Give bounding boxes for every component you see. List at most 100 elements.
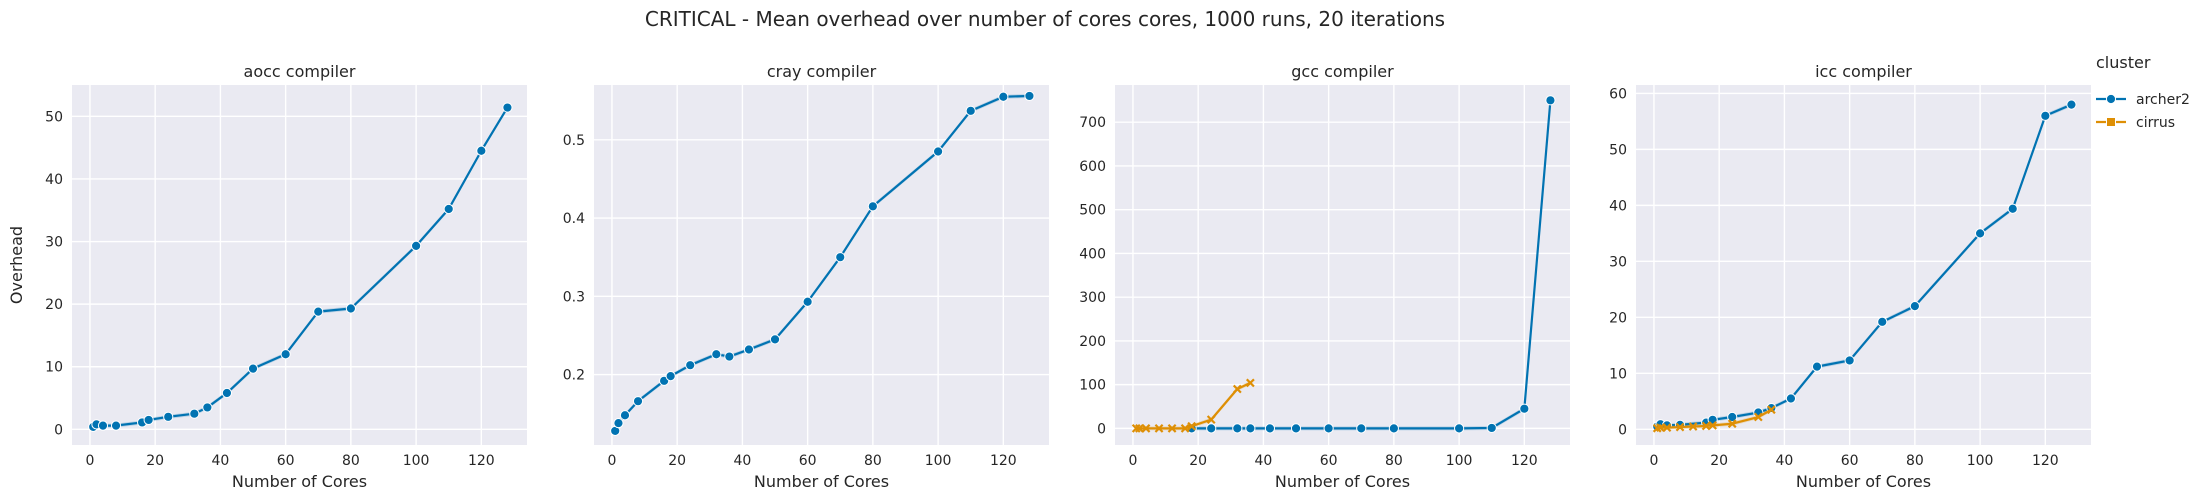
series-cirrus bbox=[1652, 405, 1776, 433]
x-tick-label: 80 bbox=[864, 453, 882, 469]
x-tick-label: 120 bbox=[2032, 453, 2059, 469]
data-point bbox=[1167, 424, 1177, 433]
series-archer2 bbox=[610, 90, 1035, 437]
x-tick-label: 100 bbox=[925, 453, 952, 469]
data-point bbox=[1245, 423, 1256, 434]
data-point bbox=[411, 240, 422, 252]
x-tick-label: 40 bbox=[1775, 453, 1793, 469]
data-point bbox=[619, 410, 631, 421]
data-point bbox=[965, 105, 976, 116]
data-point bbox=[1486, 422, 1497, 434]
y-tick-label: 40 bbox=[1609, 198, 1627, 214]
data-point bbox=[1024, 90, 1035, 102]
data-point bbox=[632, 396, 644, 407]
data-point bbox=[998, 91, 1009, 102]
data-point bbox=[802, 296, 813, 307]
data-point bbox=[2007, 203, 2018, 214]
plot-area bbox=[594, 85, 1049, 445]
y-tick-label: 300 bbox=[1079, 290, 1106, 306]
data-point bbox=[1708, 421, 1718, 430]
series-archer2 bbox=[88, 102, 513, 432]
y-tick-label: 0.3 bbox=[563, 289, 585, 305]
data-point bbox=[1662, 423, 1672, 433]
panel-3: 0 20 40 60 80 100 120 0 10 20 30 40 50 60 icc compiler… bbox=[1609, 62, 2091, 491]
data-point bbox=[163, 411, 174, 422]
data-point bbox=[1232, 384, 1242, 394]
x-tick-label: 0 bbox=[1649, 453, 1658, 469]
data-point bbox=[313, 306, 324, 317]
data-point bbox=[1232, 423, 1243, 434]
y-axis-label: Overhead bbox=[7, 226, 26, 304]
x-tick-label: 60 bbox=[277, 453, 295, 469]
data-point bbox=[613, 417, 624, 429]
x-tick-label: 100 bbox=[403, 453, 430, 469]
panel-2: 0 20 40 60 80 100 120 0 100 200 300 400 500 600 700 gcc… bbox=[1079, 62, 1570, 491]
panel-1: 0 20 40 60 80 100 120 0.2 0.3 0.4 0.5 cray compiler… bbox=[563, 62, 1049, 491]
y-tick-label: 60 bbox=[1609, 86, 1627, 102]
x-tick-label: 120 bbox=[1511, 453, 1538, 469]
plot-area bbox=[1115, 85, 1570, 445]
data-point bbox=[221, 387, 233, 399]
data-point bbox=[1909, 301, 1920, 312]
x-tick-label: 40 bbox=[1254, 453, 1272, 469]
data-point bbox=[1688, 422, 1698, 431]
y-tick-label: 20 bbox=[1609, 310, 1627, 326]
data-point bbox=[685, 360, 696, 371]
panel-title: cray compiler bbox=[767, 62, 877, 81]
panel-title: aocc compiler bbox=[244, 62, 356, 81]
x-tick-label: 20 bbox=[668, 453, 686, 469]
data-point bbox=[443, 203, 454, 215]
y-tick-label: 20 bbox=[45, 297, 63, 313]
data-point bbox=[110, 420, 122, 431]
data-point bbox=[1135, 424, 1144, 433]
data-point bbox=[1877, 316, 1888, 327]
data-point bbox=[743, 344, 755, 355]
series-archer2 bbox=[1186, 95, 1556, 434]
figure-title: CRITICAL - Mean overhead over number of … bbox=[645, 7, 1445, 31]
data-point bbox=[1206, 415, 1216, 425]
data-point bbox=[1388, 423, 1399, 434]
data-point bbox=[1675, 422, 1685, 432]
plot-area bbox=[72, 85, 527, 445]
data-point bbox=[1727, 419, 1737, 429]
data-point bbox=[189, 408, 200, 419]
series-line bbox=[1657, 408, 1772, 430]
legend-marker bbox=[2105, 93, 2117, 105]
y-tick-label: 400 bbox=[1079, 246, 1106, 262]
series-archer2 bbox=[1652, 99, 2077, 432]
legend: cluster archer2 cirrus bbox=[2096, 53, 2190, 131]
data-point bbox=[1844, 355, 1855, 366]
data-point bbox=[2066, 99, 2077, 110]
data-point bbox=[1141, 424, 1151, 433]
y-tick-label: 10 bbox=[1609, 366, 1627, 382]
x-axis-label: Number of Cores bbox=[1275, 472, 1410, 491]
y-tick-label: 0.2 bbox=[563, 368, 585, 384]
data-point bbox=[1290, 423, 1302, 434]
data-point bbox=[1454, 423, 1465, 434]
data-point bbox=[2040, 110, 2051, 121]
y-tick-label: 0.5 bbox=[563, 133, 585, 149]
y-tick-label: 30 bbox=[1609, 254, 1627, 270]
data-point bbox=[502, 102, 513, 113]
data-point bbox=[1727, 411, 1738, 423]
data-point bbox=[1766, 405, 1776, 415]
x-axis-label: Number of Cores bbox=[754, 472, 889, 491]
data-point bbox=[143, 414, 154, 426]
data-point bbox=[1187, 421, 1197, 431]
data-point bbox=[1785, 393, 1797, 404]
series-cirrus bbox=[1131, 378, 1255, 433]
y-tick-label: 0 bbox=[1618, 422, 1627, 438]
x-tick-label: 20 bbox=[1189, 453, 1207, 469]
y-tick-label: 500 bbox=[1079, 203, 1106, 219]
x-tick-label: 40 bbox=[733, 453, 751, 469]
data-point bbox=[933, 146, 944, 157]
plot-area bbox=[1636, 85, 2091, 445]
y-tick-label: 40 bbox=[45, 172, 63, 188]
data-point bbox=[280, 349, 291, 360]
panel-title: icc compiler bbox=[1815, 62, 1912, 81]
data-point bbox=[1656, 423, 1665, 433]
data-point bbox=[1975, 228, 1986, 239]
data-point bbox=[1753, 412, 1763, 422]
